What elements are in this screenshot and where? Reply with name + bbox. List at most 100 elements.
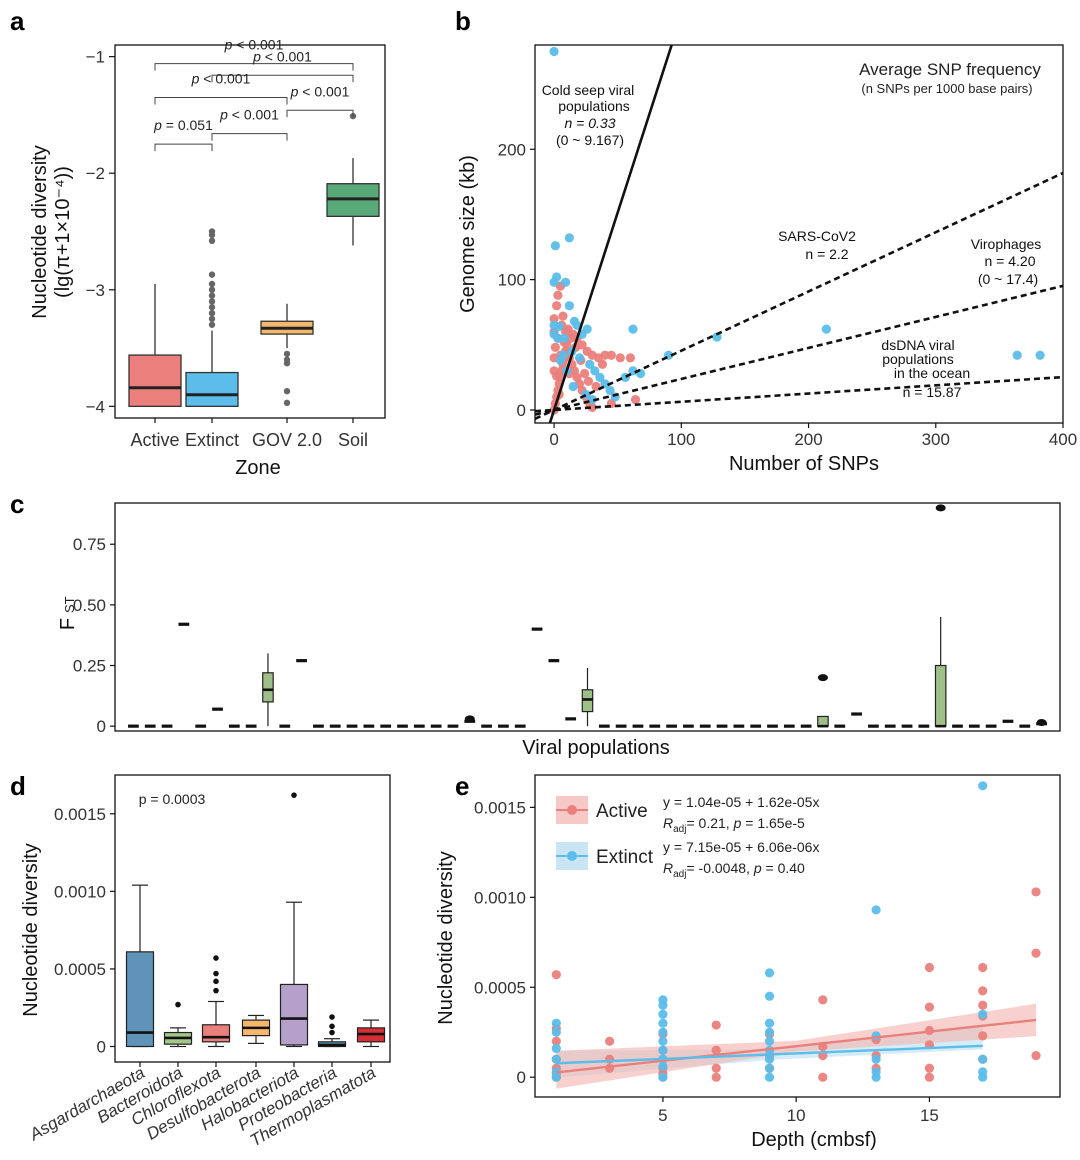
panel-b-chart: 0 100 200 300 400 0 100 200 Number of SNPs Geno… (457, 44, 1077, 475)
e-point-extinct (871, 905, 881, 915)
b-point-extinct (568, 381, 578, 392)
b-xtick-label: 400 (1049, 430, 1077, 449)
panel-label-e: e (455, 771, 469, 801)
a-outlier (283, 360, 291, 367)
b-point-active (558, 311, 568, 321)
a-outlier (208, 286, 216, 293)
extinct-equation: y = 7.15e-05 + 6.06e-06x (663, 839, 819, 855)
e-point-extinct (658, 1027, 668, 1037)
a-outlier (208, 315, 216, 323)
b-point-extinct (585, 359, 595, 369)
panel-a-ylabel-line1: Nucleotide diversity (29, 145, 51, 318)
panel-d-ylabel: Nucleotide diversity (20, 843, 42, 1016)
a-comparison-bracket (286, 109, 354, 118)
b-point-extinct (555, 355, 566, 366)
b-xtick-label: 100 (667, 430, 695, 449)
e-point-active (924, 1072, 935, 1082)
c-outlier (464, 715, 475, 723)
b-point-extinct (559, 333, 569, 343)
a-comparison-label: p < 0.001 (191, 70, 251, 86)
dsdna-label-4: n = 15.87 (903, 384, 962, 400)
legend-label-active: Active (596, 801, 648, 822)
c-outlier (935, 504, 946, 512)
virophages-label-1: Virophages (971, 236, 1042, 252)
b-point-active (550, 342, 560, 352)
d-outlier (213, 987, 219, 994)
b-point-active (625, 353, 636, 363)
d-outlier (329, 1023, 335, 1030)
b-point-active (606, 350, 616, 360)
a-comparison-label: p < 0.001 (224, 37, 284, 53)
panel-c-chart: 0 0.25 0.50 0.75 Viral populations F ST (57, 502, 1061, 759)
b-point-extinct (628, 324, 638, 334)
e-point-extinct (658, 1061, 668, 1072)
a-comparison-bracket (154, 143, 213, 152)
legend-label-extinct: Extinct (596, 847, 654, 868)
e-ytick-label: 0.0015 (474, 798, 526, 817)
b-point-active (552, 301, 562, 311)
a-box (185, 371, 239, 407)
e-point-active (1031, 948, 1041, 958)
e-point-extinct (764, 1036, 775, 1046)
active-p-symbol: p (733, 815, 746, 831)
b-point-extinct (821, 324, 831, 334)
a-comparison-bracket (211, 133, 288, 141)
b-frequency-line (535, 284, 1063, 416)
e-point-active (711, 1020, 721, 1030)
b-point-extinct (605, 385, 615, 396)
b-point-active (549, 314, 559, 324)
active-stats: Radj= 0.21, p = 1.65e-5 (663, 815, 805, 835)
c-box (934, 664, 947, 727)
e-point-extinct (871, 1054, 881, 1064)
e-fit-line-active (556, 1018, 1037, 1074)
b-point-extinct (712, 332, 722, 342)
e-point-extinct (978, 1054, 988, 1064)
e-point-extinct (764, 1072, 775, 1082)
active-r2-value: = 0.21, (686, 815, 733, 831)
d-outlier (213, 955, 219, 961)
sars-label-1: SARS-CoV2 (778, 228, 856, 244)
a-comparison-bracket (211, 74, 354, 83)
b-point-active (566, 333, 576, 343)
cold-seep-label-1: Cold seep viral (542, 82, 635, 98)
line-label-virophages: Virophages n = 4.20 (0 ~ 17.4) (971, 236, 1042, 287)
panel-e-xlabel: Depth (cmbsf) (751, 1129, 877, 1151)
extinct-r2-symbol: R (663, 860, 673, 876)
a-comparison-bracket (154, 63, 354, 71)
e-point-extinct (764, 1027, 775, 1037)
e-point-active (924, 1063, 935, 1073)
dsdna-label-1: dsDNA viral (881, 337, 954, 353)
b-point-extinct (554, 321, 564, 332)
a-outlier (208, 304, 216, 311)
b-point-extinct (1012, 350, 1022, 360)
e-ytick-label: 0 (517, 1068, 526, 1087)
a-comparison-value: = 0.051 (162, 117, 213, 133)
a-outlier (208, 298, 216, 305)
a-comparison-bracket (154, 96, 288, 105)
a-outlier (208, 271, 216, 278)
panel-a-chart: −4 −3 −2 −1 Active Extinct GOV 2.0 Soil p < 0.00… (29, 37, 386, 479)
panel-b-ylabel: Genome size (kb) (457, 155, 479, 313)
a-comparison-p: p (219, 107, 228, 123)
a-outlier (208, 309, 216, 317)
a-comparison-p: p (290, 83, 299, 99)
b-point-active (580, 368, 590, 379)
cold-seep-label-3: n = 0.33 (565, 115, 616, 131)
e-point-active (818, 995, 828, 1005)
d-outlier (329, 1029, 335, 1036)
a-comparison-value: < 0.001 (298, 83, 349, 99)
e-xtick-label: 10 (787, 1106, 806, 1125)
cold-seep-label-2: populations (558, 98, 630, 114)
active-r2-symbol: R (663, 815, 673, 831)
d-box (125, 951, 155, 1048)
e-point-active (978, 1000, 988, 1010)
a-comparison-label: p < 0.001 (290, 83, 350, 99)
e-point-active (551, 970, 561, 980)
panel-e-ylabel: Nucleotide diversity (435, 851, 457, 1024)
e-point-extinct (658, 1072, 668, 1082)
a-comparison-value: < 0.001 (228, 107, 279, 123)
c-ytick-label: 0.50 (73, 596, 106, 615)
c-ytick-label: 0.25 (73, 657, 106, 676)
extinct-p-value: = 0.40 (766, 860, 806, 876)
a-outlier (208, 237, 216, 245)
